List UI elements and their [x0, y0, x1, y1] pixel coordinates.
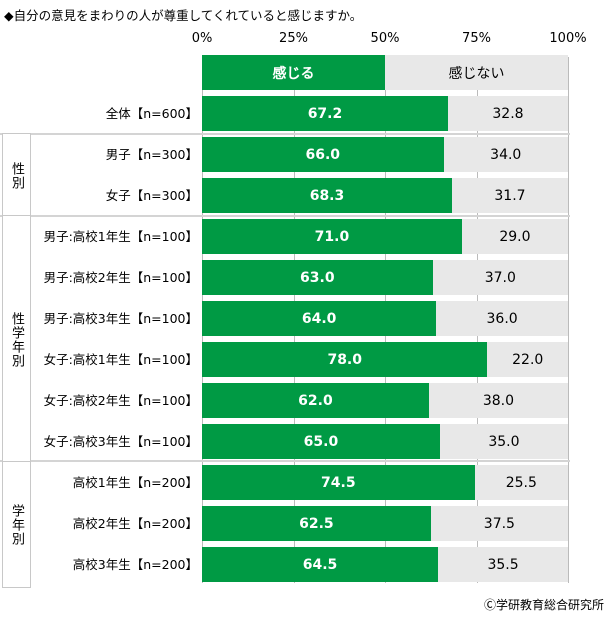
group-label: 学年別	[9, 503, 24, 546]
bar-no: 36.0	[436, 301, 568, 336]
bar-yes: 78.0	[202, 342, 488, 377]
bar-no: 35.5	[438, 547, 568, 582]
bar-yes: 68.3	[202, 178, 452, 213]
bar-yes: 62.0	[202, 383, 429, 418]
category-label: 女子【n=300】	[105, 188, 198, 203]
x-tick-label: 50%	[370, 31, 400, 46]
group-label: 性学年別	[9, 312, 24, 368]
bar-no: 22.0	[487, 342, 568, 377]
gridline	[568, 57, 569, 583]
bar-no: 29.0	[461, 219, 568, 254]
category-label: 高校1年生【n=200】	[72, 475, 198, 490]
group-separator	[0, 133, 570, 135]
legend-bar-no: 感じない	[385, 55, 568, 90]
category-label: 女子:高校1年生【n=100】	[43, 352, 198, 367]
bar-yes: 74.5	[202, 465, 475, 500]
bar-no: 25.5	[474, 465, 568, 500]
category-label: 男子:高校2年生【n=100】	[43, 270, 198, 285]
category-label: 女子:高校2年生【n=100】	[43, 393, 198, 408]
x-tick-label: 75%	[462, 31, 491, 46]
bar-yes: 64.0	[202, 301, 437, 336]
group-label-box: 性別	[2, 133, 31, 219]
category-label: 高校3年生【n=200】	[72, 557, 198, 572]
category-label: 男子:高校1年生【n=100】	[43, 229, 198, 244]
legend-bar-yes: 感じる	[202, 55, 385, 90]
x-tick-label: 100%	[549, 31, 587, 46]
category-label: 女子:高校3年生【n=100】	[43, 434, 198, 449]
bar-no: 32.8	[447, 96, 568, 131]
bar-no: 35.0	[439, 424, 568, 459]
bar-no: 31.7	[451, 178, 568, 213]
category-label: 高校2年生【n=200】	[72, 516, 198, 531]
x-tick-label: 0%	[191, 31, 213, 46]
bar-yes: 65.0	[202, 424, 440, 459]
group-label-box: 性学年別	[2, 215, 31, 465]
bar-yes: 62.5	[202, 506, 431, 541]
group-separator	[0, 460, 570, 462]
copyright: Ⓒ学研教育総合研究所	[483, 598, 604, 612]
bar-yes: 64.5	[202, 547, 439, 582]
category-label: 男子【n=300】	[105, 147, 198, 162]
bar-no: 34.0	[443, 137, 568, 172]
category-label: 男子:高校3年生【n=100】	[43, 311, 198, 326]
bar-no: 37.5	[430, 506, 568, 541]
bar-yes: 66.0	[202, 137, 444, 172]
bar-yes: 63.0	[202, 260, 433, 295]
chart-title: ◆自分の意見をまわりの人が尊重してくれていると感じますか。	[4, 8, 363, 23]
bar-yes: 67.2	[202, 96, 448, 131]
group-label-box: 学年別	[2, 461, 31, 588]
category-label: 全体【n=600】	[105, 106, 198, 121]
bar-no: 38.0	[428, 383, 568, 418]
group-label: 性別	[9, 162, 24, 190]
x-tick-label: 25%	[279, 31, 308, 46]
bar-no: 37.0	[432, 260, 568, 295]
group-separator	[0, 215, 570, 217]
bar-yes: 71.0	[202, 219, 462, 254]
